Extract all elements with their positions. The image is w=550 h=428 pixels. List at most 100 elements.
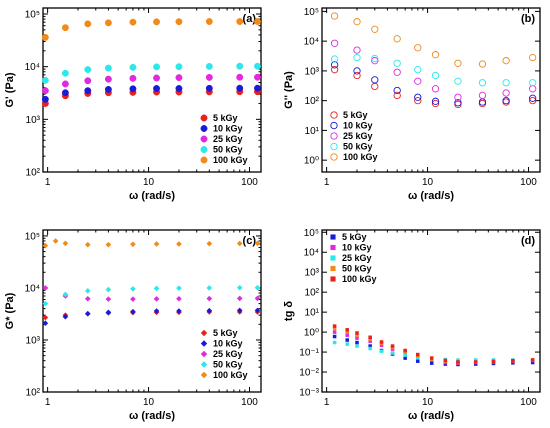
data-point [414,93,422,101]
data-point [345,330,349,334]
data-point [529,79,537,87]
data-point [403,356,407,360]
data-point [130,286,136,292]
legend-label: 50 kGy [343,142,373,152]
y-tick-label: 10⁴ [25,62,40,73]
panel-tag: (a) [243,13,257,25]
x-tick-label: 1 [324,397,330,408]
data-point [205,84,213,92]
y-tick-label: 10⁰ [304,156,319,167]
data-point [443,358,448,363]
y-tick-label: 10² [305,288,320,299]
legend-marker [200,361,208,368]
legend-label: 5 kGy [342,232,367,242]
data-point [502,79,510,87]
data-point [236,284,243,291]
data-point [330,12,339,20]
series-5-kgy [332,334,535,367]
plot-frame [321,229,541,393]
x-tick-label: 100 [520,397,537,408]
data-point [176,295,182,302]
data-point [502,97,510,105]
series-10-kgy [332,330,535,365]
data-point [368,344,372,348]
legend-label: 25 kGy [342,253,372,263]
data-point [431,99,440,108]
data-point [414,44,422,52]
data-point [236,18,244,25]
data-point [105,286,112,293]
series-50-kgy [41,62,261,84]
data-point [176,308,182,314]
data-point [330,55,339,63]
data-point [429,356,434,360]
data-point [529,53,537,62]
data-point [84,20,92,28]
data-point [236,73,244,81]
legend-label: 100 kGy [213,370,248,380]
data-point [491,359,496,364]
legend-marker [200,156,208,164]
data-point [84,288,91,294]
data-point [206,240,213,247]
data-point [62,240,69,247]
data-point [42,300,49,307]
plot-frame [321,7,541,173]
data-point [61,69,69,77]
data-point [414,97,422,105]
data-point [236,84,244,92]
data-point [393,59,401,67]
x-tick-label: 1 [45,177,51,188]
legend-marker [330,121,338,130]
panel-c: 1 10 100 10² 10³ 10⁴ 10⁵ ω (rad/s) G* (Pa) (c) 5 k… [4,229,262,422]
legend-marker [200,146,208,153]
legend-marker [200,329,208,337]
legend-label: 100 kGy [213,155,248,165]
data-point [371,76,379,84]
x-tick-label: 10 [422,177,434,188]
data-point [478,60,487,68]
data-point [414,77,422,85]
data-point [254,62,261,70]
data-point [254,18,261,25]
x-tick-label: 10 [143,177,155,188]
data-point [502,57,510,65]
series-25-kgy [332,340,535,362]
data-point [345,338,349,342]
data-point [84,66,92,74]
series-10-kgy [42,307,261,327]
data-point [478,79,487,87]
data-point [254,284,261,291]
data-point [332,330,337,334]
data-point [104,64,112,72]
data-point [429,361,434,365]
data-point [345,342,349,346]
data-point [42,242,49,249]
data-point [206,295,213,302]
y-tick-label: 10² [26,388,41,399]
legend-marker [200,125,208,132]
y-tick-label: 10⁴ [25,283,40,294]
y-tick-label: 10⁰ [304,328,319,339]
series-5-kgy [42,309,261,321]
legend-label: 100 kGy [343,152,378,162]
data-point [390,344,395,348]
data-point [414,66,422,74]
series-10-kgy [330,61,537,107]
y-axis-label: G* (Pa) [4,292,16,329]
legend-label: 10 kGy [213,339,243,349]
series-50-kgy [330,53,537,87]
data-point [368,339,372,343]
data-point [456,360,460,364]
series-25-kgy [330,39,537,101]
data-point [478,98,487,106]
legend-label: 10 kGy [342,243,372,253]
legend-marker [330,153,338,161]
legend-label: 5 kGy [213,113,238,123]
legend-label: 25 kGy [343,131,373,141]
data-point [353,46,361,54]
data-point [379,343,384,347]
data-point [52,238,59,244]
data-point [473,358,478,362]
